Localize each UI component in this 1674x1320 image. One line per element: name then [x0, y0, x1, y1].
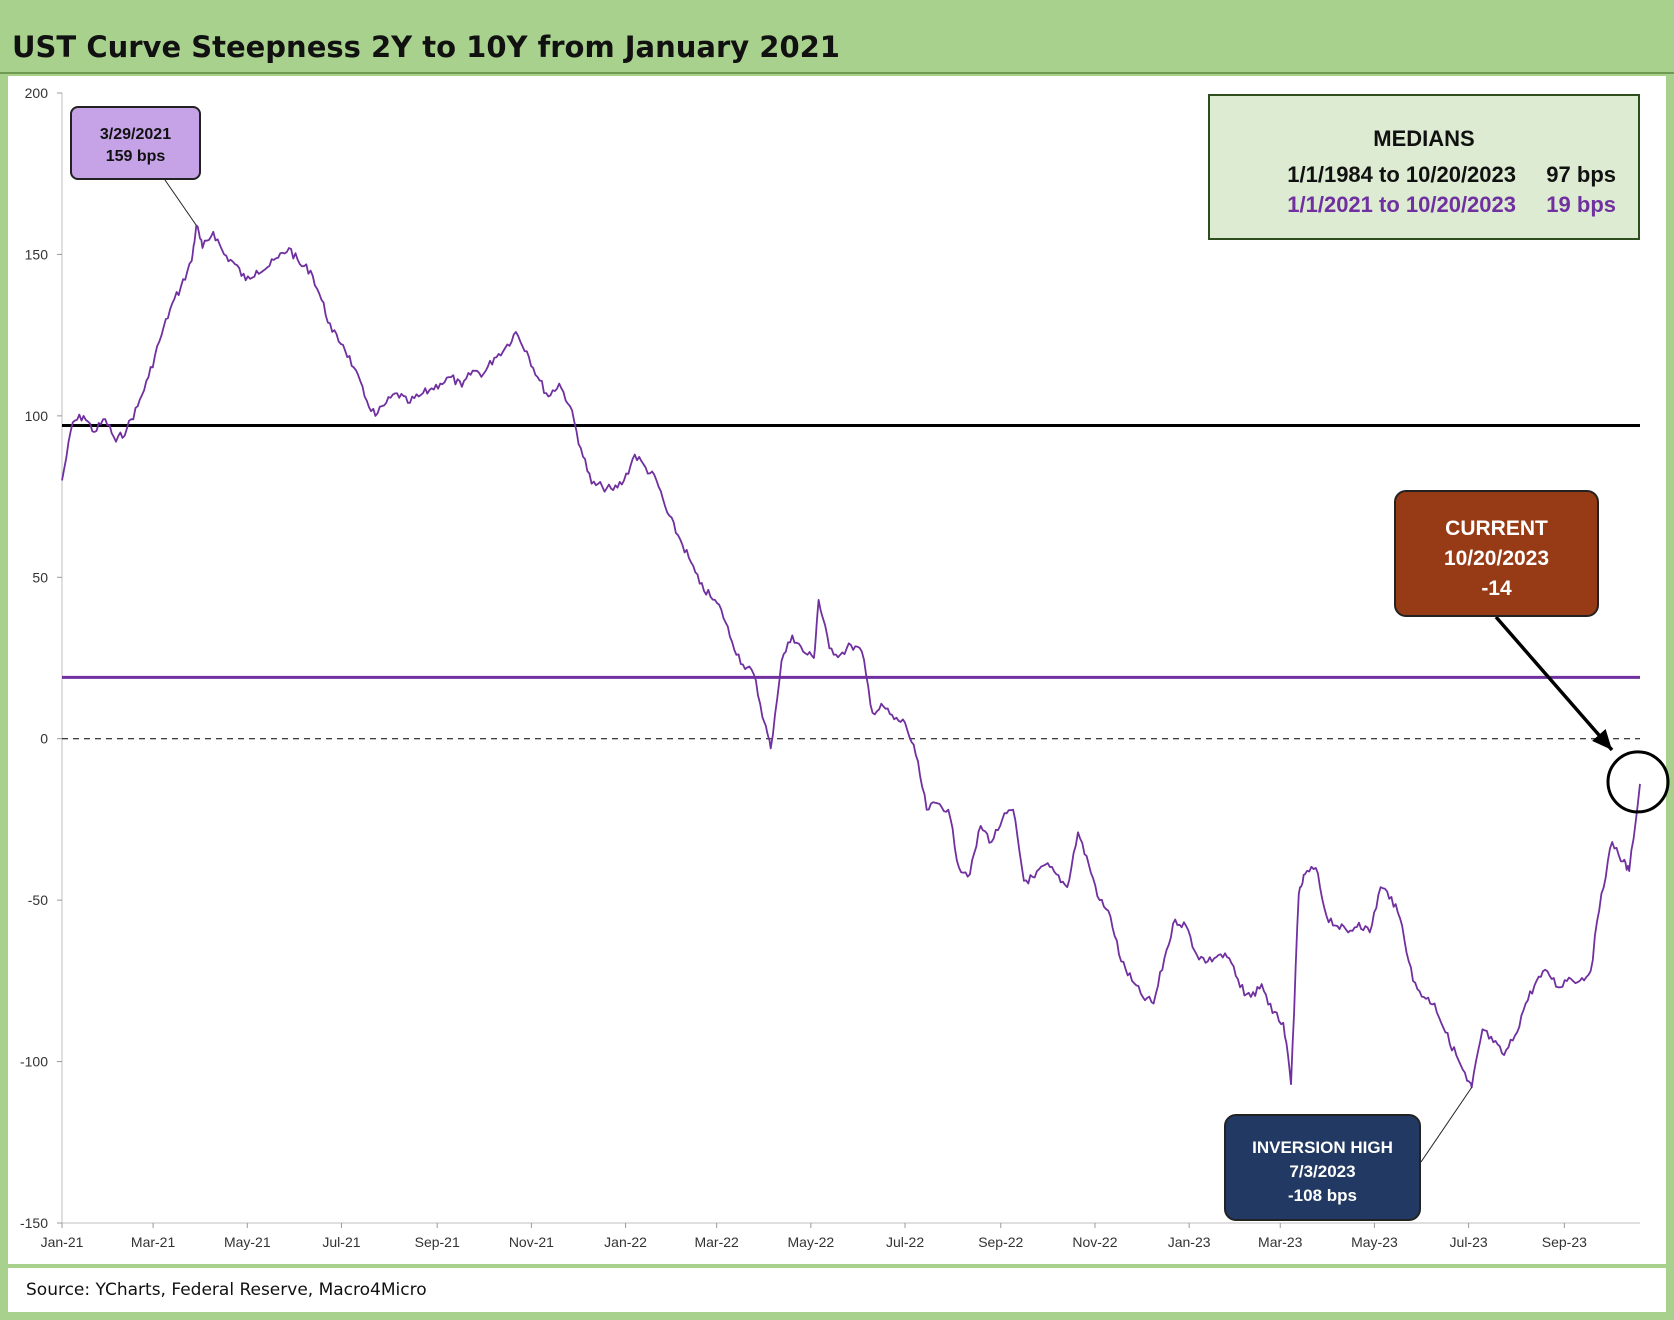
- x-tick-label: Mar-23: [1258, 1234, 1303, 1250]
- y-tick-label: 50: [32, 569, 48, 585]
- peak-callout-value: 159 bps: [105, 148, 166, 165]
- x-tick-label: May-23: [1351, 1234, 1398, 1250]
- series-group: [61, 224, 1641, 1089]
- current-arrow-head: [1592, 729, 1612, 750]
- x-axis: Jan-21 Mar-21 May-21 Jul-21 Sep-21 Nov-21 Jan-…: [41, 1222, 1640, 1250]
- y-tick-label: 0: [40, 731, 48, 747]
- x-tick-label: Jan-22: [604, 1234, 647, 1250]
- trough-callout-value: -108 bps: [1288, 1186, 1357, 1205]
- current-arrow-line: [1494, 615, 1614, 752]
- y-tick-label: -150: [20, 1215, 48, 1231]
- x-tick-label: Jul-23: [1450, 1234, 1488, 1250]
- current-callout-value: -14: [1481, 577, 1512, 600]
- y-tick-label: 200: [25, 85, 49, 101]
- trough-callout-date: 7/3/2023: [1289, 1162, 1356, 1181]
- y-axis: 200 150 100 50 0 -50 -100 -150: [20, 85, 63, 1231]
- plot-panel: [8, 76, 1666, 1264]
- medians-title: MEDIANS: [1373, 126, 1475, 151]
- x-tick-label: Jul-22: [886, 1234, 924, 1250]
- footer: Source: YCharts, Federal Reserve, Macro4…: [8, 1268, 1666, 1312]
- peak-callout-date: 3/29/2021: [99, 126, 172, 143]
- median-label-recent: 1/1/2021 to 10/20/2023: [1287, 192, 1516, 217]
- reference-lines: [62, 424, 1640, 740]
- median-row-long: 1/1/1984 to 10/20/2023 97 bps: [1210, 162, 1638, 192]
- current-marker-circle: [1606, 750, 1670, 814]
- x-tick-label: Mar-22: [694, 1234, 739, 1250]
- peak-callout: 3/29/2021 159 bps: [70, 106, 201, 180]
- x-tick-label: Sep-21: [415, 1234, 460, 1250]
- median-label-long: 1/1/1984 to 10/20/2023: [1287, 162, 1516, 187]
- series-line: [61, 224, 1641, 1089]
- trough-callout: INVERSION HIGH 7/3/2023 -108 bps: [1224, 1114, 1421, 1221]
- x-tick-label: May-21: [224, 1234, 271, 1250]
- trough-callout-label: INVERSION HIGH: [1252, 1138, 1393, 1157]
- x-tick-label: Nov-21: [509, 1234, 554, 1250]
- x-tick-label: Jul-21: [322, 1234, 360, 1250]
- medians-box: MEDIANS 1/1/1984 to 10/20/2023 97 bps 1/…: [1208, 94, 1640, 240]
- title-bar: UST Curve Steepness 2Y to 10Y from Janua…: [0, 0, 1674, 74]
- median-value-recent: 19 bps: [1546, 192, 1616, 217]
- y-tick-label: 150: [25, 246, 49, 262]
- x-tick-label: Nov-22: [1072, 1234, 1117, 1250]
- y-tick-label: 100: [25, 408, 49, 424]
- peak-leader-line: [164, 179, 197, 226]
- chart-title: UST Curve Steepness 2Y to 10Y from Janua…: [12, 30, 840, 64]
- current-callout-label: CURRENT: [1445, 517, 1548, 540]
- trough-leader-line: [1420, 1087, 1473, 1163]
- x-tick-label: Sep-23: [1542, 1234, 1587, 1250]
- x-tick-label: Jan-23: [1168, 1234, 1211, 1250]
- source-note: Source: YCharts, Federal Reserve, Macro4…: [26, 1280, 427, 1300]
- callout-leaders: [164, 179, 1670, 1163]
- current-callout: CURRENT 10/20/2023 -14: [1394, 490, 1599, 617]
- y-tick-label: -50: [28, 892, 48, 908]
- x-tick-label: Jan-21: [41, 1234, 84, 1250]
- x-tick-label: May-22: [788, 1234, 835, 1250]
- current-callout-date: 10/20/2023: [1443, 547, 1550, 570]
- median-value-long: 97 bps: [1546, 162, 1616, 187]
- x-tick-label: Mar-21: [131, 1234, 176, 1250]
- y-tick-label: -100: [20, 1054, 48, 1070]
- median-row-recent: 1/1/2021 to 10/20/2023 19 bps: [1210, 192, 1638, 222]
- x-tick-label: Sep-22: [978, 1234, 1023, 1250]
